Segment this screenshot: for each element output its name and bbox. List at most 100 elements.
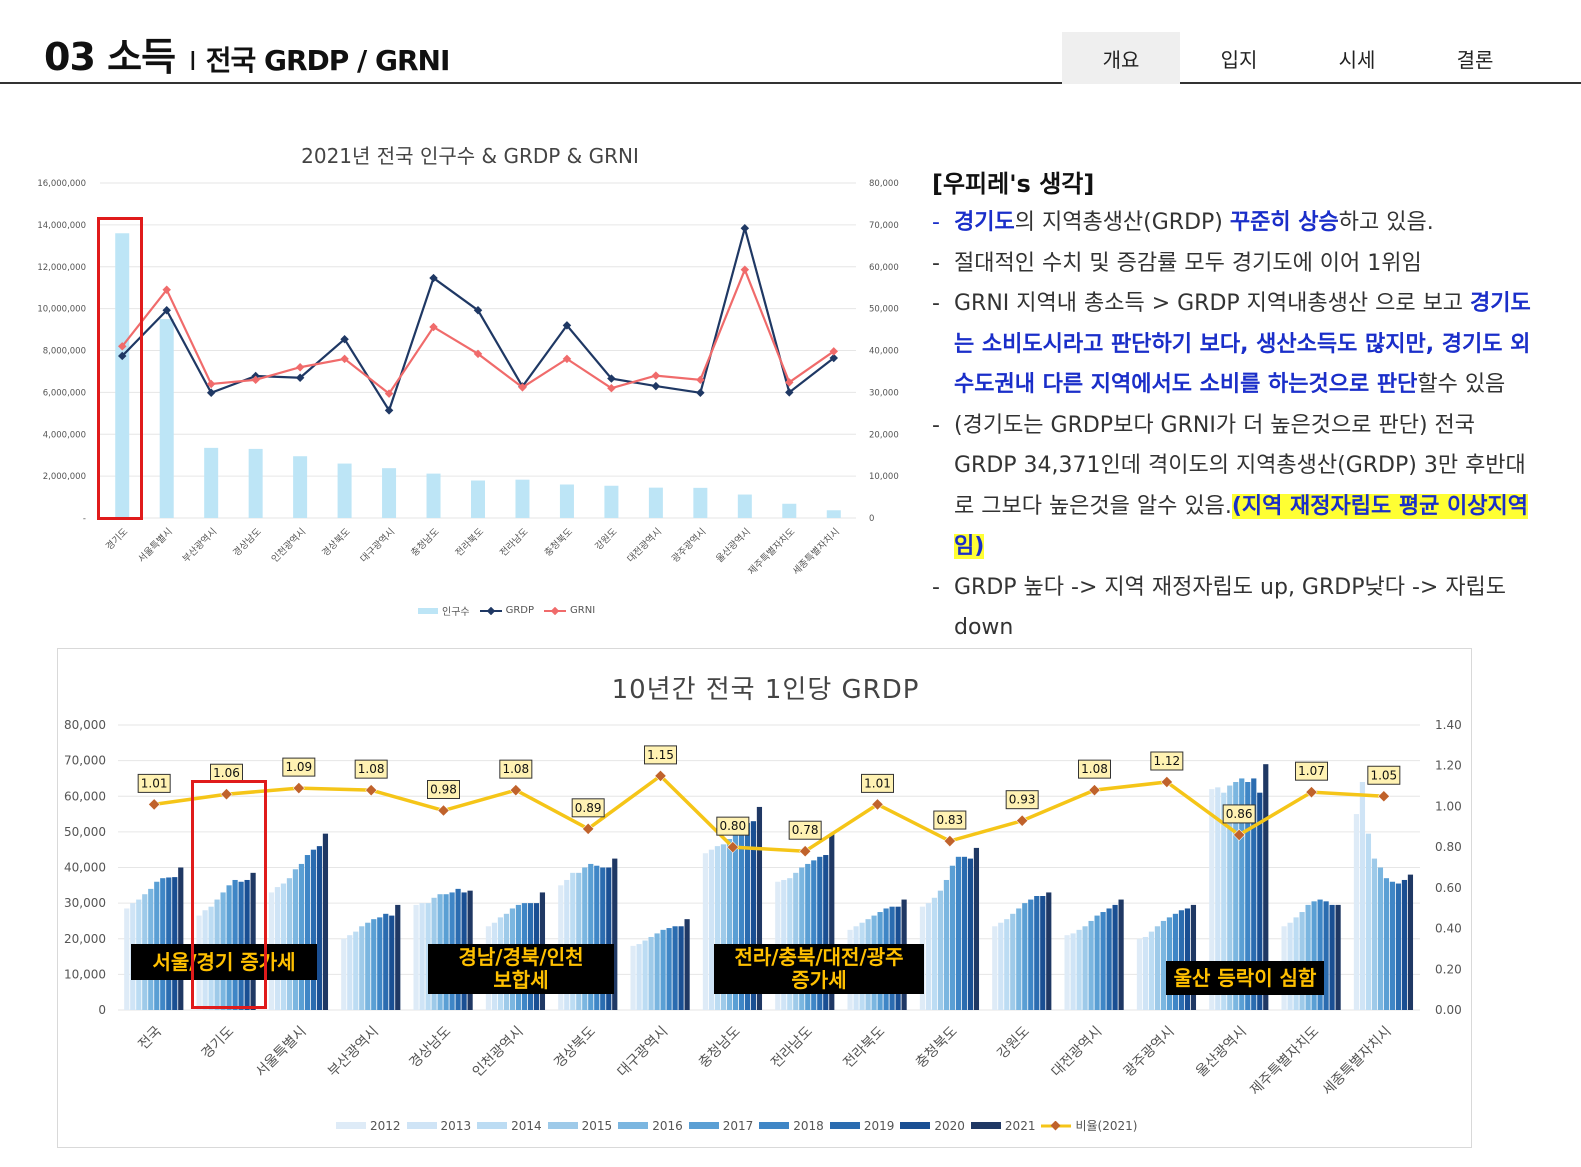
grdp-bar-2015 (359, 926, 365, 1010)
ratio-label-box (933, 810, 967, 830)
ratio-point (1160, 775, 1173, 789)
grdp-point (340, 334, 349, 344)
legend-year-2012: 2012 (336, 1119, 401, 1133)
grdp-bar-2019 (744, 822, 751, 1010)
grni-point (162, 285, 171, 295)
commentary-text: (경기도는 GRDP보다 GRNI가 더 높은것으로 판단) 전국 GRDP 3… (954, 412, 1526, 519)
grdp-bar-2017 (1383, 878, 1390, 1010)
ratio-data-label: 0.83 (936, 813, 963, 827)
section-title: 03 소득 (44, 35, 176, 79)
grdp-bar-2018 (377, 917, 383, 1010)
grdp-bar-2016 (1160, 920, 1167, 1010)
legend-swatch (336, 1122, 366, 1129)
ratio-data-label: 1.08 (1081, 762, 1108, 776)
tab-conclusion[interactable]: 결론 (1456, 47, 1494, 72)
grni-point (340, 354, 349, 364)
grdp-bar-2019 (1106, 908, 1112, 1010)
grdp-bar-2015 (1010, 913, 1016, 1010)
grdp-bar-2014 (714, 846, 721, 1010)
grdp-bar-2021 (684, 919, 690, 1010)
x-axis-tick: 충청북도 (543, 526, 576, 559)
left-axis-tick: 80,000 (64, 718, 106, 732)
legend-label: GRNI (570, 605, 596, 616)
commentary-text: GRNI 지역내 총소득 > GRDP 지역내총생산 으로 보고 (954, 291, 1471, 316)
grdp-point (696, 388, 705, 398)
right-axis-tick: 0.00 (1435, 1003, 1462, 1017)
ratio-point (582, 822, 595, 835)
x-axis-tick: 부산광역시 (180, 526, 219, 565)
ratio-data-label: 0.93 (1009, 793, 1036, 807)
ratio-label-box (1078, 759, 1111, 779)
annotation-jeolla: 전라/충북/대전/광주 증가세 (714, 944, 924, 994)
grdp-bar-2017 (1094, 915, 1100, 1010)
grdp-bar-2013 (925, 903, 932, 1010)
grdp-bar-2021 (1046, 892, 1052, 1010)
legend-year-2013: 2013 (406, 1119, 471, 1133)
left-axis-tick: 14,000,000 (37, 221, 86, 231)
grdp-bar-2012 (992, 926, 998, 1010)
grdp-bar-2018 (955, 856, 962, 1010)
ratio-data-label: 1.05 (1370, 768, 1397, 782)
ratio-point (220, 788, 233, 801)
legend-year-2017: 2017 (688, 1119, 753, 1133)
right-axis-tick: 30,000 (869, 388, 899, 398)
tab-location[interactable]: 입지 (1220, 47, 1258, 72)
x-axis-tick: 세종특별자치시 (790, 526, 842, 578)
tab-overview[interactable]: 개요 (1062, 32, 1180, 84)
grdp-bar-2014 (1004, 919, 1010, 1010)
grdp-bar-2017 (298, 863, 305, 1010)
x-axis-tick: 충청남도 (696, 1023, 744, 1071)
x-axis-tick: 인천광역시 (470, 1024, 527, 1081)
grdp-bar-2014 (1076, 929, 1082, 1010)
legend-swatch (406, 1122, 437, 1129)
population-bar (826, 510, 841, 518)
grni-point (696, 375, 705, 385)
left-axis-tick: 2,000,000 (43, 472, 86, 482)
population-bar (426, 473, 441, 518)
x-axis-tick: 제주특별자치도 (1247, 1023, 1322, 1098)
ratio-point (871, 798, 884, 811)
ratio-label-box (571, 798, 605, 818)
grni-line (121, 266, 835, 396)
bullet-dash: - (932, 574, 940, 600)
bullet-dash: - (932, 210, 940, 235)
chart2-title: 10년간 전국 1인당 GRDP (611, 675, 920, 705)
grdp-bar-2015 (1082, 926, 1088, 1010)
grni-point (562, 354, 572, 364)
grni-point (651, 371, 661, 380)
x-axis-tick: 전라북도 (841, 1023, 889, 1071)
grdp-bar-2020 (1184, 908, 1191, 1010)
right-axis-tick: 0.60 (1435, 881, 1462, 895)
ratio-label-box (354, 759, 388, 779)
ratio-data-label: 1.01 (141, 776, 168, 790)
grdp-bar-2015 (576, 872, 582, 1010)
commentary-title: [우피레's 생각] (932, 170, 1095, 198)
grdp-bar-2016 (726, 839, 733, 1010)
grdp-bar-2017 (732, 828, 739, 1010)
legend-ratio: 비율(2021) (1041, 1117, 1137, 1134)
grdp-bar-2013 (419, 903, 425, 1010)
ratio-point (726, 841, 739, 854)
grdp-bar-2012 (702, 853, 709, 1010)
left-axis-tick: 60,000 (64, 789, 106, 803)
grdp-bar-2018 (1389, 881, 1396, 1010)
grni-point (251, 375, 260, 385)
grdp-bar-2016 (1377, 867, 1384, 1010)
grdp-bar-2014 (353, 931, 359, 1010)
population-bar (159, 319, 174, 518)
grdp-bar-2015 (648, 936, 654, 1010)
grni-point (295, 363, 305, 372)
commentary-text: 절대적인 수치 및 증감률 모두 경기도에 이어 1위임 (954, 250, 1422, 276)
commentary-list: - 경기도의 지역총생산(GRDP) 꾸준히 상승하고 있음. - 절대적인 수치 및… (932, 203, 1542, 649)
grdp-bar-2020 (606, 867, 612, 1010)
legend-label: 2021 (1004, 1118, 1036, 1133)
left-axis-tick: 10,000 (64, 967, 106, 981)
tab-price[interactable]: 시세 (1338, 47, 1376, 72)
grdp-bar-2015 (1371, 858, 1378, 1010)
x-axis-tick: 대전광역시 (625, 526, 664, 565)
commentary-item: - (경기도는 GRDP보다 GRNI가 더 높은것으로 판단) 전국 GRDP … (932, 406, 1542, 568)
population-bar (648, 487, 663, 518)
commentary-text: 할수 있음 (1417, 372, 1506, 397)
grdp-bar-2019 (310, 849, 317, 1010)
grdp-bar-2017 (588, 863, 594, 1010)
